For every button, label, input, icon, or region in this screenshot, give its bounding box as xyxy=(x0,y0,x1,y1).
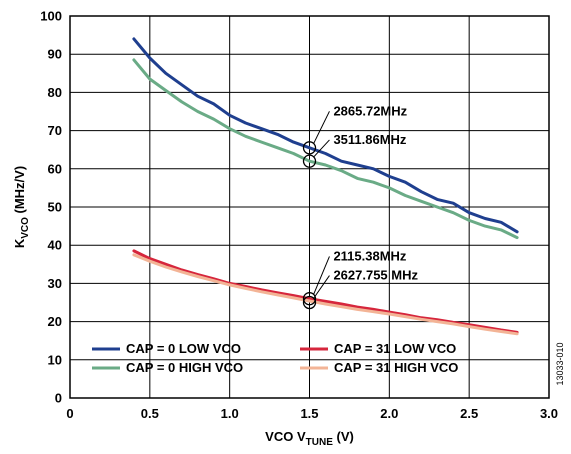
y-axis-label-unit: (MHz/V) xyxy=(12,166,27,217)
legend-label: CAP = 0 HIGH VCO xyxy=(126,360,243,375)
x-tick-label: 0 xyxy=(66,406,73,421)
y-tick-label: 10 xyxy=(48,352,62,367)
y-tick-label: 40 xyxy=(48,238,62,253)
grid xyxy=(70,16,549,398)
series-line-1 xyxy=(132,37,519,234)
plot-frame xyxy=(69,15,550,399)
x-axis-label-main: VCO V xyxy=(265,429,306,444)
y-axis-label-main: K xyxy=(12,238,27,248)
x-tick-label: 0.5 xyxy=(141,406,159,421)
annotation-layer: 2865.72MHz 3511.86MHz 2115.38MHz 2627.755 M… xyxy=(302,103,419,310)
y-tick-label: 60 xyxy=(48,161,62,176)
y-tick-label: 100 xyxy=(40,9,62,24)
x-axis-label-sub: TUNE xyxy=(306,437,334,448)
y-tick-label: 90 xyxy=(48,47,62,62)
annotation-marker xyxy=(302,154,317,168)
y-tick-label: 30 xyxy=(48,276,62,291)
y-tick-label: 20 xyxy=(48,314,62,329)
y-tick-label: 50 xyxy=(48,200,62,215)
annotation-label: 2115.38MHz xyxy=(333,248,406,263)
series-line-3 xyxy=(132,249,519,334)
legend-label: CAP = 31 LOW VCO xyxy=(334,341,456,356)
annotation-leader xyxy=(313,275,330,299)
x-tick-label: 1.0 xyxy=(221,406,239,421)
legend: CAP = 0 LOW VCO CAP = 0 HIGH VCO CAP = 31 … xyxy=(92,341,458,375)
x-tick-label: 2.5 xyxy=(460,406,478,421)
y-tick-labels: 0 10 20 30 40 50 60 70 80 90 100 xyxy=(40,9,62,406)
x-axis-label: VCO VTUNE (V) xyxy=(265,429,354,448)
series-line-4 xyxy=(132,253,519,336)
annotation-leader xyxy=(313,111,330,145)
annotation-marker xyxy=(302,141,317,155)
annotation-label: 2865.72MHz xyxy=(333,103,407,118)
x-tick-label: 1.5 xyxy=(300,406,318,421)
x-tick-labels: 0 0.5 1.0 1.5 2.0 2.5 3.0 xyxy=(66,406,558,421)
annotation-marker xyxy=(302,292,317,306)
legend-label: CAP = 31 HIGH VCO xyxy=(334,360,458,375)
series-layer xyxy=(132,37,519,336)
x-axis-label-unit: (V) xyxy=(333,429,354,444)
y-axis-label-sub: VCO xyxy=(20,217,31,239)
y-tick-label: 70 xyxy=(48,123,62,138)
annotation-label: 3511.86MHz xyxy=(333,132,406,147)
annotation-label: 2627.755 MHz xyxy=(333,268,418,283)
x-tick-label: 3.0 xyxy=(540,406,558,421)
series-line-2 xyxy=(132,58,519,240)
annotation-leader xyxy=(313,139,330,158)
annotation-leader xyxy=(313,256,330,295)
y-tick-label: 0 xyxy=(55,391,62,406)
y-axis-label: KVCO (MHz/V) xyxy=(12,166,31,248)
figure-id: 13033-010 xyxy=(555,342,565,385)
x-tick-label: 2.0 xyxy=(380,406,398,421)
y-tick-label: 80 xyxy=(48,85,62,100)
legend-label: CAP = 0 LOW VCO xyxy=(126,341,241,356)
annotation-marker xyxy=(302,295,317,310)
